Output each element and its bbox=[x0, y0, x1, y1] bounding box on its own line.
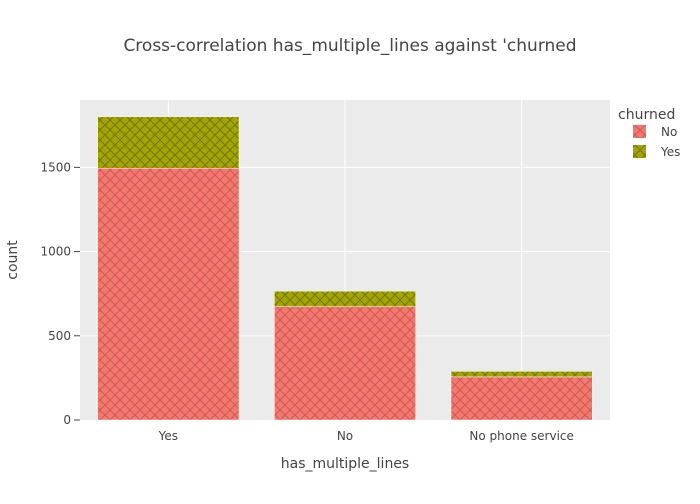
bar-no[interactable] bbox=[274, 306, 416, 421]
x-tick-label: No bbox=[337, 429, 353, 443]
bar-yes[interactable] bbox=[450, 371, 593, 378]
y-tick-label: 1500 bbox=[40, 160, 71, 174]
x-tick-label: No phone service bbox=[469, 429, 573, 443]
legend-label[interactable]: No bbox=[661, 125, 677, 139]
legend-swatch[interactable] bbox=[633, 145, 646, 158]
x-axis: Yes No No phone service bbox=[158, 429, 574, 443]
x-tick-label: Yes bbox=[158, 429, 178, 443]
y-tick-label: 0 bbox=[63, 413, 71, 427]
y-axis-label: count bbox=[5, 240, 21, 280]
bar-no[interactable] bbox=[450, 376, 593, 421]
bar-yes[interactable] bbox=[97, 116, 240, 169]
legend-label[interactable]: Yes bbox=[660, 145, 680, 159]
legend-title: churned bbox=[618, 107, 675, 123]
x-axis-label: has_multiple_lines bbox=[281, 456, 409, 472]
bars bbox=[97, 116, 593, 421]
y-tick-label: 1000 bbox=[40, 245, 71, 259]
legend: churned No Yes bbox=[618, 107, 680, 159]
bar-yes[interactable] bbox=[274, 290, 416, 307]
y-axis: 0 500 1000 1500 bbox=[40, 160, 80, 427]
legend-swatch[interactable] bbox=[633, 125, 646, 138]
bar-no[interactable] bbox=[97, 167, 240, 421]
chart-title: Cross-correlation has_multiple_lines aga… bbox=[123, 36, 576, 56]
y-tick-label: 500 bbox=[48, 329, 71, 343]
